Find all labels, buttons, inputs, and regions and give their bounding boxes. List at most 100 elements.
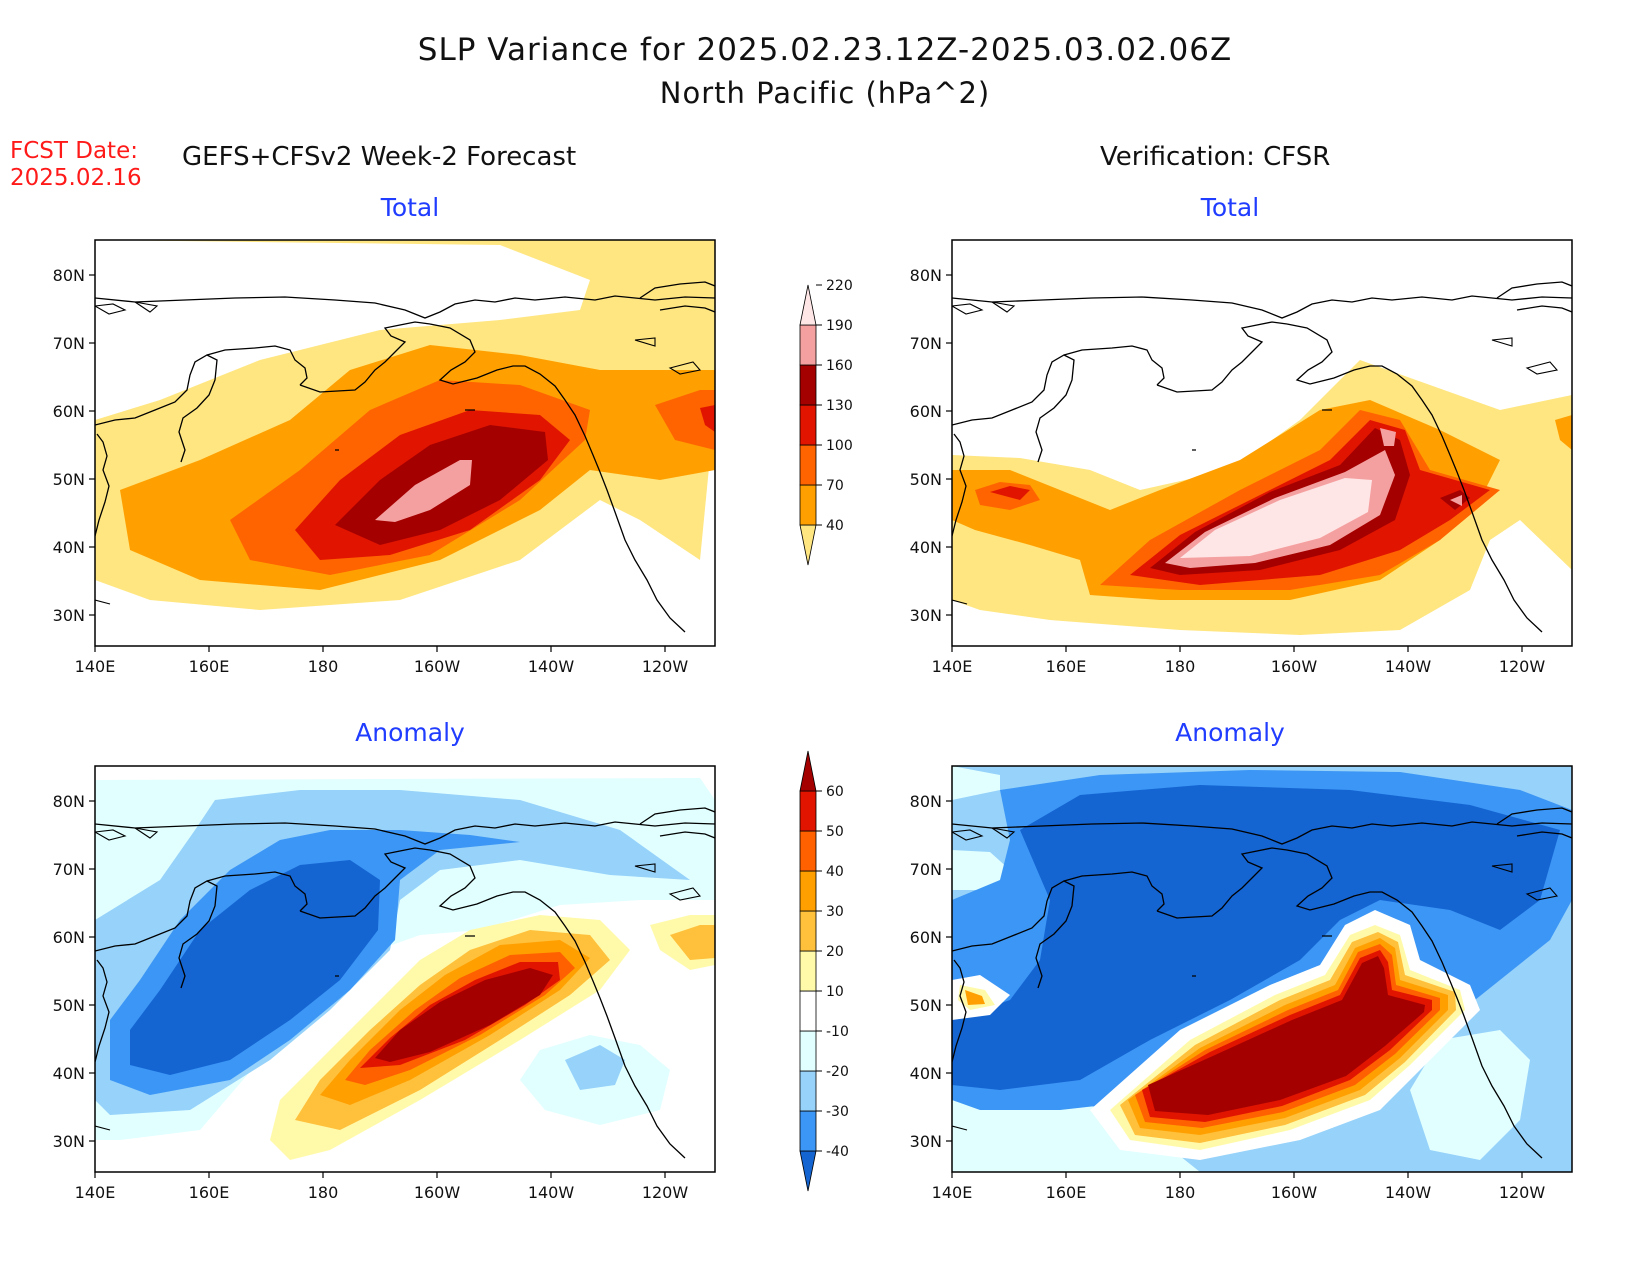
colorbar-swatch <box>799 910 817 952</box>
contour-20-east <box>670 925 715 960</box>
panel-title-anomaly-forecast: Anomaly <box>355 718 465 747</box>
colorbar-label: 60 <box>826 784 844 800</box>
contour-190 <box>375 460 472 522</box>
colorbar-label: 70 <box>826 478 844 494</box>
lon-tick-label: 160E <box>189 1183 230 1202</box>
verification-column-title: Verification: CFSR <box>1100 142 1331 172</box>
fcst-date-value: 2025.02.16 <box>10 165 142 191</box>
contour-220 <box>1180 478 1372 558</box>
contour-neg10-w <box>952 850 1010 890</box>
colorbar-label: 160 <box>826 358 853 374</box>
colorbar-swatch <box>799 990 817 1032</box>
lat-tick-label: 60N <box>53 402 85 421</box>
contour-neg20-east <box>565 1045 625 1090</box>
colorbar-swatch <box>799 870 817 912</box>
colorbar-label: 130 <box>826 398 853 414</box>
colorbar-label: 40 <box>826 864 844 880</box>
lat-tick-label: 30N <box>53 1132 85 1151</box>
colorbar-label: 30 <box>826 904 844 920</box>
lat-tick-label: 60N <box>910 928 942 947</box>
lon-tick-label: 160E <box>1046 657 1087 676</box>
lon-tick-label: 140E <box>932 657 973 676</box>
lat-tick-label: 70N <box>53 334 85 353</box>
panel-title-total-forecast: Total <box>380 193 440 222</box>
low-variance-region <box>95 240 590 420</box>
lon-tick-label: 180 <box>1165 657 1196 676</box>
lat-tick-label: 60N <box>53 928 85 947</box>
lon-tick-label: 160W <box>1271 657 1318 676</box>
main-subtitle: North Pacific (hPa^2) <box>659 76 991 110</box>
panel-title-anomaly-verification: Anomaly <box>1175 718 1285 747</box>
colorbar-swatch <box>799 484 817 526</box>
colorbar-label: 190 <box>826 318 853 334</box>
colorbar-swatch <box>799 750 817 792</box>
colorbar-anomaly: -40 -30 -20 -10 10 20 30 40 50 60 <box>799 750 849 1192</box>
colorbar-swatch <box>799 324 817 366</box>
contour-neg10-se <box>1410 1030 1530 1160</box>
colorbar-swatch <box>799 444 817 486</box>
contour-60 <box>375 968 553 1062</box>
contour-60 <box>1148 956 1425 1115</box>
lon-tick-label: 160W <box>1271 1183 1318 1202</box>
contour-neg40 <box>952 785 1560 1090</box>
lon-tick-label: 140E <box>75 657 116 676</box>
lon-tick-label: 140W <box>528 657 575 676</box>
lon-tick-label: 120W <box>642 1183 689 1202</box>
lat-tick-label: 50N <box>53 470 85 489</box>
lat-tick-label: 80N <box>910 792 942 811</box>
colorbar-swatch <box>799 284 817 326</box>
contour-190-east <box>1450 495 1462 506</box>
lon-tick-label: 160E <box>1046 1183 1087 1202</box>
lat-tick-label: 70N <box>53 860 85 879</box>
colorbar-swatch <box>799 364 817 406</box>
contour-130-east <box>700 405 715 432</box>
lon-tick-label: 180 <box>308 1183 339 1202</box>
colorbar-swatch <box>799 524 817 566</box>
panel-anomaly-forecast <box>94 765 716 1173</box>
lon-tick-label: 140W <box>1385 1183 1432 1202</box>
contour-190-north <box>1380 428 1396 446</box>
contour-neg40 <box>130 860 380 1075</box>
contour-30-west <box>965 990 985 1005</box>
lon-tick-label: 140W <box>1385 657 1432 676</box>
colorbar-label: -20 <box>826 1064 849 1080</box>
lat-tick-label: 30N <box>910 606 942 625</box>
panel-anomaly-verification <box>951 765 1573 1173</box>
colorbar-swatch <box>799 1150 817 1192</box>
panel-title-total-verification: Total <box>1200 193 1260 222</box>
lat-tick-label: 60N <box>910 402 942 421</box>
lat-tick-label: 30N <box>53 606 85 625</box>
colorbar-total: 40 70 100 130 160 190 220 <box>799 278 853 566</box>
lat-tick-label: 80N <box>910 266 942 285</box>
colorbar-swatch <box>799 1030 817 1072</box>
lat-tick-label: 70N <box>910 860 942 879</box>
lon-tick-label: 140W <box>528 1183 575 1202</box>
lon-tick-label: 160W <box>414 1183 461 1202</box>
lat-tick-label: 80N <box>53 792 85 811</box>
lat-tick-label: 40N <box>53 538 85 557</box>
lon-tick-label: 160E <box>189 657 230 676</box>
lat-tick-label: 50N <box>53 996 85 1015</box>
colorbar-label: 10 <box>826 984 844 1000</box>
colorbar-swatch <box>799 1070 817 1112</box>
colorbar-swatch <box>799 1110 817 1152</box>
contour-70-east <box>1555 415 1572 450</box>
lat-tick-label: 50N <box>910 996 942 1015</box>
colorbar-swatch <box>799 830 817 872</box>
lon-tick-label: 180 <box>1165 1183 1196 1202</box>
lon-tick-label: 120W <box>642 657 689 676</box>
fcst-date-label: FCST Date: <box>10 138 138 164</box>
lon-tick-label: 140E <box>932 1183 973 1202</box>
lon-tick-label: 120W <box>1499 657 1546 676</box>
colorbar-label: 220 <box>826 278 853 294</box>
panel-total-verification <box>951 239 1573 647</box>
lon-tick-label: 180 <box>308 657 339 676</box>
lat-tick-label: 50N <box>910 470 942 489</box>
colorbar-label: -30 <box>826 1104 849 1120</box>
fcst-date: FCST Date: 2025.02.16 <box>10 138 142 192</box>
lat-tick-label: 70N <box>910 334 942 353</box>
lat-tick-label: 40N <box>910 538 942 557</box>
lat-tick-label: 40N <box>910 1064 942 1083</box>
map-axes: 80N 70N 60N 50N 40N 30N 140E 160E 180 160W 140W 120… <box>53 266 1546 1202</box>
